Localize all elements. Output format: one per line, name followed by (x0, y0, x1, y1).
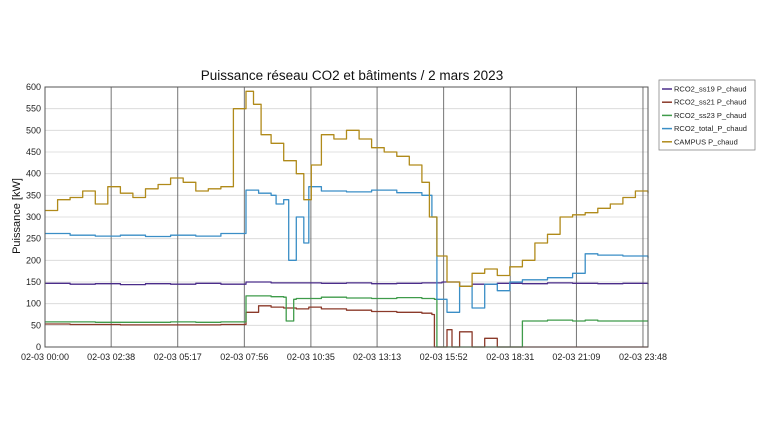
y-tick-label: 500 (26, 125, 41, 135)
series-group (45, 90, 649, 348)
y-tick-label: 600 (26, 82, 41, 92)
x-tick-label: 02-03 23:48 (619, 352, 667, 362)
y-tick-label: 400 (26, 169, 41, 179)
x-tick-label: 02-03 07:56 (220, 352, 268, 362)
y-tick-label: 450 (26, 147, 41, 157)
x-tick-label: 02-03 05:17 (154, 352, 202, 362)
x-tick-label: 02-03 00:00 (21, 352, 69, 362)
x-tick-label: 02-03 21:09 (552, 352, 600, 362)
x-ticks: 02-03 00:00 02-03 02:38 02-03 05:17 02-03 0… (21, 352, 667, 362)
y-tick-label: 50 (31, 320, 41, 330)
y-axis-label: Puissance [kW] (11, 178, 23, 254)
y-tick-label: 100 (26, 299, 41, 309)
legend: RCO2_ss19 P_chaud RCO2_ss21 P_chaud RCO2_s… (658, 79, 756, 151)
legend-label: RCO2_ss21 P_chaud (674, 98, 747, 107)
y-tick-label: 250 (26, 234, 41, 244)
x-tick-label: 02-03 10:35 (287, 352, 335, 362)
y-tick-label: 350 (26, 190, 41, 200)
series-line-2 (45, 295, 648, 348)
series-line-0 (45, 281, 649, 287)
plot-frame (44, 86, 649, 348)
legend-label: RCO2_ss19 P_chaud (674, 85, 747, 94)
y-tick-label: 200 (26, 255, 41, 265)
legend-label: RCO2_total_P_chaud (674, 124, 747, 133)
x-tick-label: 02-03 13:13 (353, 352, 401, 362)
legend-label: RCO2_ss23 P_chaud (674, 111, 747, 120)
y-tick-label: 150 (26, 277, 41, 287)
legend-label: CAMPUS P_chaud (674, 137, 738, 146)
x-tick-label: 02-03 02:38 (87, 352, 135, 362)
y-tick-label: 0 (36, 342, 41, 352)
chart-title: Puissance réseau CO2 et bâtiments / 2 ma… (201, 68, 503, 83)
legend-box (658, 79, 756, 151)
series-line-3 (45, 186, 649, 313)
x-tick-label: 02-03 15:52 (420, 352, 468, 362)
series-line-4 (45, 90, 649, 287)
y-ticks: 0 50 100 150 200 250 300 350 400 450 500 550 600 (26, 82, 41, 352)
y-tick-label: 550 (26, 104, 41, 114)
y-tick-label: 300 (26, 212, 41, 222)
x-tick-label: 02-03 18:31 (486, 352, 534, 362)
